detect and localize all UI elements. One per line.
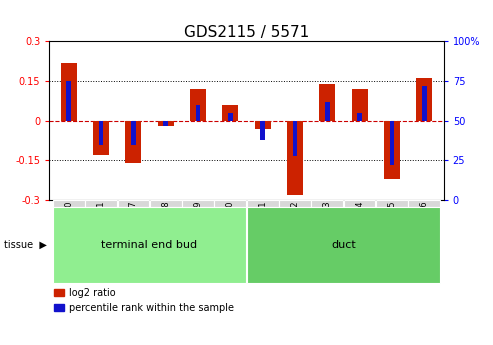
Bar <box>357 113 362 121</box>
Text: GSM65276: GSM65276 <box>420 200 429 246</box>
Text: tissue  ▶: tissue ▶ <box>4 240 47 250</box>
Bar <box>254 121 271 129</box>
Title: GDS2115 / 5571: GDS2115 / 5571 <box>184 25 309 40</box>
Bar <box>163 121 168 126</box>
Text: GSM65275: GSM65275 <box>387 200 396 246</box>
Bar <box>260 121 265 140</box>
Text: duct: duct <box>331 240 356 250</box>
Text: GSM65268: GSM65268 <box>161 200 170 246</box>
Bar <box>319 84 335 121</box>
Bar <box>384 121 400 179</box>
Bar <box>131 121 136 145</box>
Bar <box>182 200 214 207</box>
Bar <box>352 89 368 121</box>
Bar <box>312 200 343 207</box>
Bar <box>247 200 279 207</box>
Bar <box>325 102 330 121</box>
Bar <box>389 121 394 165</box>
Bar <box>196 105 201 121</box>
Bar <box>150 200 181 207</box>
Bar <box>222 105 239 121</box>
Bar <box>99 121 104 145</box>
Bar <box>158 121 174 126</box>
Bar <box>190 89 206 121</box>
Text: GSM65273: GSM65273 <box>323 200 332 246</box>
Bar <box>117 200 149 207</box>
Bar <box>85 200 117 207</box>
Text: GSM65260: GSM65260 <box>64 200 73 246</box>
Bar <box>53 200 84 207</box>
Bar <box>376 200 408 207</box>
Bar <box>66 81 71 121</box>
Text: GSM65274: GSM65274 <box>355 200 364 246</box>
Bar <box>228 113 233 121</box>
Text: GSM65272: GSM65272 <box>290 200 299 246</box>
Bar <box>416 78 432 121</box>
Bar <box>125 121 141 163</box>
Text: GSM65261: GSM65261 <box>97 200 106 246</box>
Text: terminal end bud: terminal end bud <box>102 240 198 250</box>
Text: GSM65270: GSM65270 <box>226 200 235 246</box>
Bar <box>409 200 440 207</box>
Bar <box>287 121 303 195</box>
Bar <box>344 200 376 207</box>
Legend: log2 ratio, percentile rank within the sample: log2 ratio, percentile rank within the s… <box>54 288 234 313</box>
Bar <box>279 200 311 207</box>
Text: GSM65267: GSM65267 <box>129 200 138 246</box>
Bar <box>53 207 246 283</box>
Text: GSM65271: GSM65271 <box>258 200 267 246</box>
Text: GSM65269: GSM65269 <box>194 200 203 246</box>
Bar <box>214 200 246 207</box>
Bar <box>292 121 297 156</box>
Bar <box>93 121 109 155</box>
Bar <box>247 207 440 283</box>
Bar <box>422 86 427 121</box>
Bar <box>61 62 77 121</box>
